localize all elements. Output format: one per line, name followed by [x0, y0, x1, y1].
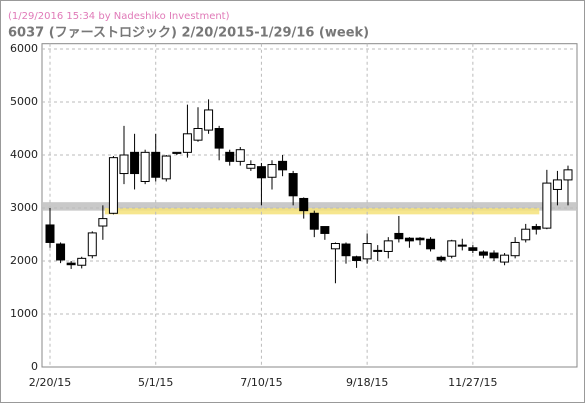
candle-body	[436, 256, 446, 261]
candle-body	[373, 249, 383, 252]
candle-body	[521, 228, 531, 241]
candle-body	[98, 218, 108, 227]
candle-body	[299, 197, 309, 212]
candle-body	[151, 151, 161, 178]
price-band	[104, 208, 540, 215]
candle-body	[489, 252, 499, 259]
candle-body	[140, 151, 150, 183]
candle-body	[182, 133, 192, 153]
candle-body	[330, 243, 340, 250]
y-tick-label: 3000	[10, 201, 38, 214]
candle-body	[204, 109, 214, 131]
candle-body	[235, 149, 245, 162]
candle-body	[87, 232, 97, 257]
candle-body	[225, 151, 235, 162]
candle-body	[542, 182, 552, 229]
candle-body	[309, 212, 319, 230]
candle-body	[510, 241, 520, 257]
y-tick-label: 4000	[10, 148, 38, 161]
candle-body	[352, 256, 362, 261]
candle-body	[130, 151, 140, 175]
candle-body	[172, 151, 182, 154]
candle-body	[246, 164, 256, 169]
y-tick-label: 0	[31, 360, 38, 373]
candle-body	[468, 247, 478, 251]
y-tick-label: 1000	[10, 307, 38, 320]
candle-body	[426, 238, 436, 250]
candle-body	[77, 257, 87, 266]
candle-body	[447, 240, 457, 257]
x-tick-label: 11/27/15	[448, 376, 497, 389]
x-tick-label: 5/1/15	[138, 376, 173, 389]
candle-body	[278, 160, 288, 171]
x-tick-label: 9/18/15	[346, 376, 388, 389]
chart-title: 6037 (ファーストロジック) 2/20/2015-1/29/16 (week…	[8, 26, 369, 41]
candle-body	[45, 224, 55, 243]
candle-body	[341, 243, 351, 257]
candle-body	[362, 243, 372, 260]
candle-body	[267, 164, 277, 178]
candle-body	[66, 262, 76, 266]
candle-body	[320, 226, 330, 234]
candle-body	[108, 157, 118, 214]
candle-body	[56, 243, 66, 261]
candle-body	[563, 169, 573, 181]
candle-body	[415, 237, 425, 241]
candle-body	[119, 154, 129, 175]
candle-body	[214, 128, 224, 149]
candle-body	[500, 254, 510, 263]
candle-body	[256, 166, 266, 179]
candle-body	[457, 244, 467, 247]
annotation: (1/29/2016 15:34 by Nadeshiko Investment…	[8, 11, 230, 22]
candle-body	[478, 251, 488, 256]
candle-body	[404, 237, 414, 242]
candle-body	[193, 128, 203, 141]
price-band	[43, 202, 576, 211]
candle-body	[161, 155, 171, 180]
candle-body	[394, 232, 404, 240]
candle-body	[531, 226, 541, 230]
y-tick-label: 2000	[10, 254, 38, 267]
candle-body	[552, 179, 562, 190]
y-tick-label: 6000	[10, 42, 38, 55]
x-tick-label: 2/20/15	[29, 376, 71, 389]
x-tick-label: 7/10/15	[240, 376, 282, 389]
y-tick-label: 5000	[10, 95, 38, 108]
candle-body	[383, 240, 393, 252]
candle-body	[288, 173, 298, 197]
